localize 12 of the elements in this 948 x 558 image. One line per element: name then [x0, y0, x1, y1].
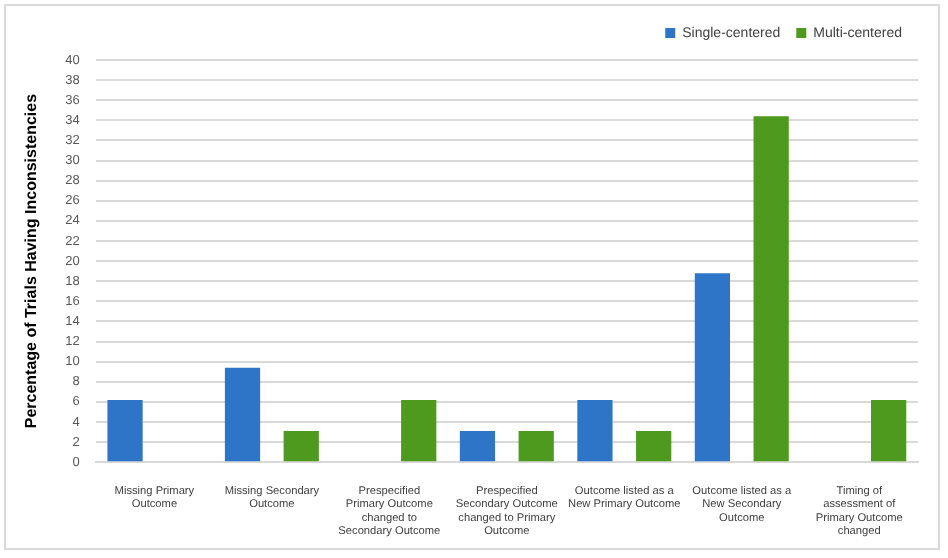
y-axis-title: Percentage of Trials Having Inconsistencies [22, 92, 41, 429]
bar [871, 399, 907, 462]
bar [283, 431, 319, 462]
bar [694, 273, 731, 462]
bar [753, 116, 789, 462]
bar [107, 399, 143, 462]
bar [224, 367, 261, 462]
bar [577, 399, 613, 462]
bar [636, 431, 672, 462]
bar [518, 431, 554, 462]
bar [459, 431, 496, 462]
bar [401, 399, 437, 462]
